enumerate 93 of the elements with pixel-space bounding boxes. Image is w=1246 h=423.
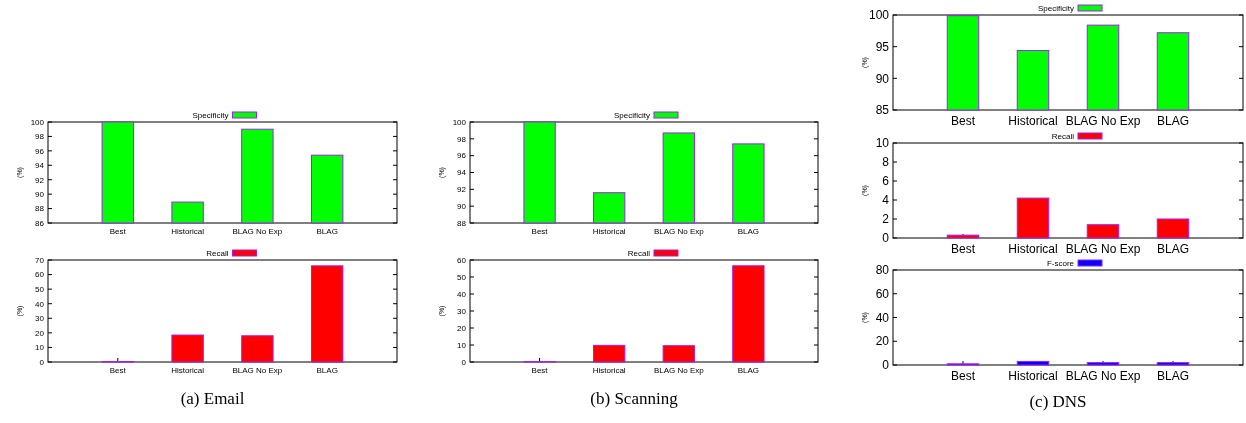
y-tick-label: 8 — [882, 155, 890, 170]
bar — [732, 265, 765, 363]
x-tick-label: Historical — [592, 366, 626, 376]
x-tick-label: BLAG — [737, 227, 760, 237]
bar — [1086, 224, 1120, 239]
y-tick-label: 92 — [457, 185, 467, 195]
y-tick-label: 88 — [457, 218, 467, 228]
legend-label: Recall — [627, 248, 651, 258]
bar — [171, 334, 204, 363]
y-tick-label: 40 — [457, 289, 467, 299]
legend-label: Recall — [206, 248, 229, 258]
legend-label: F-score — [1046, 258, 1075, 268]
text: (c) DNS — [1029, 392, 1087, 411]
y-tick-label: 10 — [875, 136, 890, 151]
y-tick-label: 60 — [457, 255, 467, 265]
y-tick-label: 30 — [457, 306, 467, 316]
y-tick-label: 60 — [35, 270, 45, 280]
x-tick-label: BLAG No Exp — [232, 366, 283, 376]
y-tick-label: 100 — [452, 117, 467, 127]
y-tick-label: 6 — [882, 174, 890, 189]
y-tick-label: 60 — [875, 286, 890, 301]
y-tick-label: 88 — [35, 204, 45, 214]
y-tick-label: 90 — [875, 71, 890, 86]
x-tick-label: BLAG — [1156, 113, 1190, 128]
legend-label: Specificity — [613, 110, 650, 120]
y-tick-label: 95 — [875, 39, 890, 54]
x-tick-label: BLAG — [316, 366, 338, 376]
y-tick-label: 10 — [35, 343, 45, 353]
y-tick-label: 94 — [35, 161, 45, 171]
x-tick-label: Best — [950, 241, 976, 256]
y-tick-label: 50 — [457, 272, 467, 282]
y-tick-label: 0 — [882, 231, 890, 246]
x-tick-label: Historical — [1008, 241, 1058, 256]
y-tick-label: 80 — [875, 263, 890, 278]
y-tick-label: 96 — [35, 146, 45, 156]
x-tick-label: Best — [531, 227, 549, 237]
x-tick-label: BLAG No Exp — [1065, 241, 1141, 256]
x-tick-label: BLAG No Exp — [653, 227, 705, 237]
bar — [1016, 197, 1050, 239]
y-tick-label: 20 — [875, 334, 890, 349]
bar — [946, 234, 980, 239]
y-tick-label: 40 — [35, 299, 45, 309]
x-tick-label: Historical — [1008, 113, 1058, 128]
legend-label: Specificity — [1037, 3, 1074, 13]
y-tick-label: 4 — [882, 193, 890, 208]
x-tick-label: BLAG No Exp — [232, 227, 283, 237]
y-tick-label: 90 — [457, 201, 467, 211]
text: (a) Email — [180, 389, 245, 408]
x-tick-label: Best — [531, 366, 549, 376]
y-tick-label: 0 — [882, 358, 890, 373]
x-tick-label: Best — [950, 368, 976, 383]
y-tick-label: 92 — [35, 175, 45, 185]
x-tick-label: BLAG — [1156, 241, 1190, 256]
y-tick-label: 0 — [461, 357, 467, 367]
bar — [662, 345, 695, 363]
x-tick-label: BLAG — [737, 366, 760, 376]
y-tick-label: 50 — [35, 284, 45, 294]
y-tick-label: 30 — [35, 314, 45, 324]
y-tick-label: 0 — [39, 357, 45, 367]
x-tick-label: Best — [109, 227, 127, 237]
y-tick-label: 10 — [457, 340, 467, 350]
x-tick-label: BLAG — [1156, 368, 1190, 383]
y-tick-label: 2 — [882, 212, 890, 227]
y-tick-label: 20 — [35, 328, 45, 338]
y-tick-label: 100 — [30, 117, 45, 127]
x-tick-label: Historical — [171, 227, 205, 237]
x-tick-label: BLAG — [316, 227, 338, 237]
text: (b) Scanning — [590, 389, 679, 408]
x-tick-label: Best — [109, 366, 127, 376]
y-tick-label: 70 — [35, 255, 45, 265]
legend-label: Specificity — [192, 110, 229, 120]
x-tick-label: BLAG No Exp — [1065, 368, 1141, 383]
x-tick-label: Historical — [171, 366, 205, 376]
y-tick-label: 85 — [875, 103, 890, 118]
legend-label: Recall — [1051, 131, 1075, 141]
y-tick-label: 96 — [457, 151, 467, 161]
y-tick-label: 100 — [868, 8, 890, 23]
x-tick-label: Best — [950, 113, 976, 128]
y-tick-label: 40 — [875, 310, 890, 325]
x-tick-label: Historical — [1008, 368, 1058, 383]
y-tick-label: 94 — [457, 168, 467, 178]
x-tick-label: BLAG No Exp — [1065, 113, 1141, 128]
y-tick-label: 98 — [457, 134, 467, 144]
bar — [311, 265, 344, 363]
bar — [593, 344, 626, 363]
y-tick-label: 20 — [457, 323, 467, 333]
bar — [1156, 218, 1190, 239]
y-tick-label: 90 — [35, 189, 45, 199]
x-tick-label: Historical — [592, 227, 626, 237]
y-tick-label: 98 — [35, 132, 45, 142]
x-tick-label: BLAG No Exp — [653, 366, 705, 376]
y-tick-label: 86 — [35, 218, 45, 228]
bar — [241, 335, 274, 363]
